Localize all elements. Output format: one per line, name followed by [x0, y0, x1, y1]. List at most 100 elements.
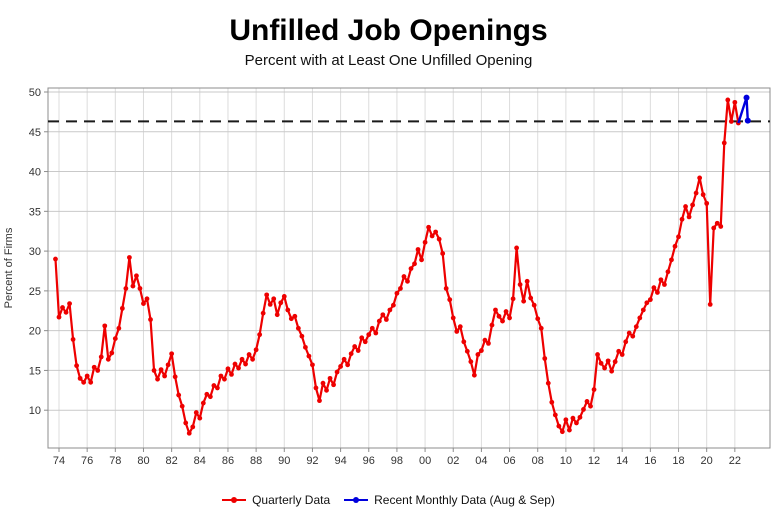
legend-item-quarterly: Quarterly Data	[222, 493, 330, 507]
quarterly-data-point	[288, 316, 294, 322]
quarterly-data-point	[725, 97, 731, 103]
x-tick-label: 88	[250, 455, 262, 467]
quarterly-data-point	[528, 295, 534, 301]
quarterly-data-point	[327, 375, 333, 381]
x-tick-label: 80	[137, 455, 149, 467]
quarterly-data-point	[693, 190, 699, 196]
x-tick-label: 02	[447, 455, 459, 467]
x-tick-label: 92	[306, 455, 318, 467]
x-tick-label: 12	[588, 455, 600, 467]
quarterly-data-point	[665, 269, 671, 275]
quarterly-data-point	[362, 339, 368, 345]
quarterly-data-point	[359, 335, 365, 341]
quarterly-data-point	[728, 119, 734, 124]
quarterly-data-point	[292, 313, 298, 319]
monthly-data-point	[744, 117, 751, 124]
quarterly-data-point	[408, 266, 414, 272]
quarterly-data-point	[63, 309, 69, 315]
x-tick-label: 14	[616, 455, 628, 467]
chart-title: Unfilled Job Openings	[229, 14, 548, 47]
quarterly-data-point	[669, 257, 674, 263]
quarterly-data-point	[141, 301, 146, 307]
quarterly-data-point	[355, 348, 361, 353]
quarterly-data-point	[679, 216, 685, 222]
quarterly-data-point	[204, 391, 210, 397]
quarterly-data-point	[500, 318, 505, 324]
quarterly-data-point	[253, 347, 259, 353]
quarterly-data-point	[531, 302, 537, 308]
quarterly-data-point	[440, 251, 446, 256]
quarterly-data-point	[503, 309, 509, 314]
x-tick-label: 78	[109, 455, 121, 467]
quarterly-data-point	[232, 361, 238, 367]
quarterly-data-point	[313, 385, 319, 391]
quarterly-data-point	[482, 337, 488, 343]
quarterly-data-point	[422, 239, 428, 245]
quarterly-data-point	[257, 332, 263, 338]
quarterly-data-point	[236, 365, 241, 371]
quarterly-data-point	[352, 344, 358, 349]
quarterly-data-point	[295, 325, 301, 331]
quarterly-data-point	[345, 362, 351, 368]
quarterly-data-point	[324, 387, 329, 393]
x-tick-label: 22	[729, 455, 741, 467]
quarterly-data-point	[471, 372, 477, 378]
quarterly-data-point	[711, 225, 717, 231]
quarterly-data-point	[95, 368, 101, 373]
quarterly-data-point	[278, 300, 284, 306]
quarterly-series-marker-icon	[222, 496, 247, 504]
quarterly-data-point	[137, 286, 143, 291]
quarterly-data-point	[380, 312, 386, 318]
quarterly-data-point	[394, 290, 400, 296]
quarterly-data-point	[310, 362, 315, 368]
y-tick-label: 30	[29, 246, 41, 258]
quarterly-data-point	[714, 220, 720, 226]
quarterly-data-point	[588, 403, 593, 409]
quarterly-data-point	[84, 373, 90, 379]
quarterly-data-point	[598, 360, 604, 366]
plot-border	[47, 87, 771, 449]
quarterly-data-point	[229, 372, 234, 377]
quarterly-data-point	[655, 290, 660, 295]
quarterly-data-point	[609, 368, 615, 374]
quarterly-data-point	[574, 420, 579, 426]
quarterly-data-point	[109, 350, 115, 356]
quarterly-data-point	[190, 424, 196, 430]
quarterly-data-point	[165, 362, 171, 368]
quarterly-data-point	[116, 325, 122, 331]
quarterly-data-point	[271, 296, 277, 302]
quarterly-data-point	[123, 286, 129, 291]
quarterly-data-point	[186, 430, 192, 436]
quarterly-data-point	[320, 380, 326, 386]
quarterly-data-point	[658, 277, 664, 283]
x-tick-label: 06	[503, 455, 515, 467]
quarterly-data-point	[91, 364, 97, 370]
quarterly-data-point	[450, 315, 456, 321]
quarterly-data-point	[584, 399, 590, 404]
quarterly-data-point	[732, 99, 738, 105]
quarterly-data-point	[704, 200, 710, 206]
quarterly-data-point	[401, 274, 407, 279]
y-tick-label: 35	[29, 206, 41, 218]
quarterly-data-point	[391, 302, 396, 308]
quarterly-data-point	[524, 278, 530, 284]
quarterly-data-point	[74, 363, 79, 369]
quarterly-data-point	[577, 414, 583, 420]
quarterly-data-point	[264, 292, 270, 298]
quarterly-data-point	[387, 307, 393, 313]
quarterly-data-point	[517, 282, 523, 287]
x-tick-label: 94	[334, 455, 346, 467]
quarterly-data-point	[225, 366, 231, 372]
x-tick-label: 10	[560, 455, 572, 467]
quarterly-data-point	[496, 313, 502, 319]
quarterly-data-point	[672, 243, 678, 249]
quarterly-data-point	[119, 305, 125, 311]
quarterly-data-point	[514, 245, 519, 251]
quarterly-data-point	[267, 301, 273, 307]
y-tick-label: 50	[29, 87, 41, 99]
y-tick-label: 10	[29, 405, 41, 417]
quarterly-data-point	[718, 224, 724, 229]
quarterly-data-point	[461, 339, 467, 345]
quarterly-data-point	[405, 278, 410, 284]
quarterly-data-point	[567, 427, 572, 433]
